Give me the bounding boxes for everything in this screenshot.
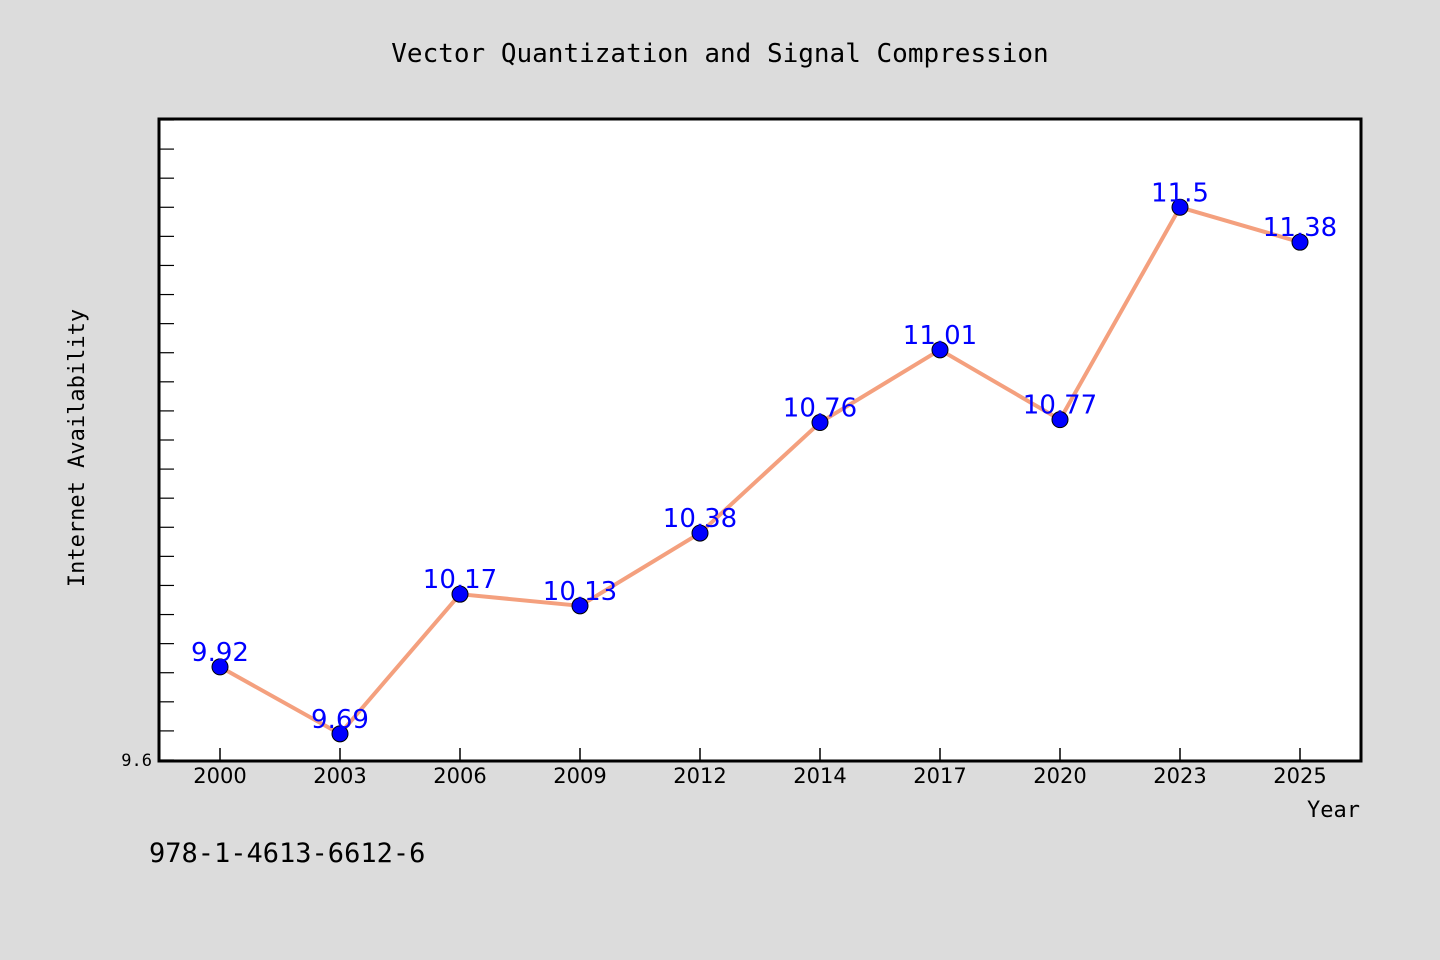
data-point (211, 658, 229, 676)
footnote-isbn: 978-1-4613-6612-6 (149, 838, 425, 869)
x-axis: 2000 2003 2006 2009 2012 2014 2017 2020 2023 2025 (193, 748, 1327, 788)
data-label: 10.13 (543, 577, 617, 607)
x-tick-label: 2020 (1033, 764, 1086, 788)
data-label: 10.17 (423, 565, 497, 595)
data-label: 9.69 (311, 705, 369, 735)
data-point (811, 414, 829, 432)
data-point (571, 597, 589, 615)
data-point (1291, 233, 1309, 251)
y-axis-label: Internet Availability (65, 309, 90, 587)
data-label: 9.92 (191, 638, 249, 668)
data-label: 10.38 (663, 504, 737, 534)
x-tick-label: 2006 (433, 764, 486, 788)
data-point (931, 341, 949, 359)
chart-title: Vector Quantization and Signal Compressi… (391, 39, 1048, 69)
series-line (219, 205, 1301, 736)
data-label: 11.5 (1151, 178, 1209, 208)
data-point (331, 725, 349, 743)
data-point (1051, 411, 1069, 429)
x-tick-label: 2000 (193, 764, 246, 788)
data-point (451, 585, 469, 603)
x-tick-label: 2025 (1273, 764, 1326, 788)
data-label: 10.77 (1023, 391, 1097, 421)
x-tick-label: 2009 (553, 764, 606, 788)
x-tick-label: 2023 (1153, 764, 1206, 788)
data-point (1171, 198, 1189, 216)
y-tick-label: 9.6 (121, 751, 152, 771)
plot-area (157, 117, 1363, 763)
data-label: 10.76 (783, 394, 857, 424)
data-label: 11.38 (1263, 213, 1337, 243)
x-tick-label: 2012 (673, 764, 726, 788)
data-point (691, 524, 709, 542)
series-layer: 9.92 9.69 10.17 10.13 10.38 10.76 11.01 10.77 11… (191, 178, 1337, 743)
x-tick-label: 2017 (913, 764, 966, 788)
x-axis-label: Year (1307, 798, 1360, 823)
x-tick-label: 2014 (793, 764, 846, 788)
y-axis-ticks: 9.6 (121, 119, 174, 771)
x-tick-label: 2003 (313, 764, 366, 788)
data-label: 11.01 (903, 321, 977, 351)
